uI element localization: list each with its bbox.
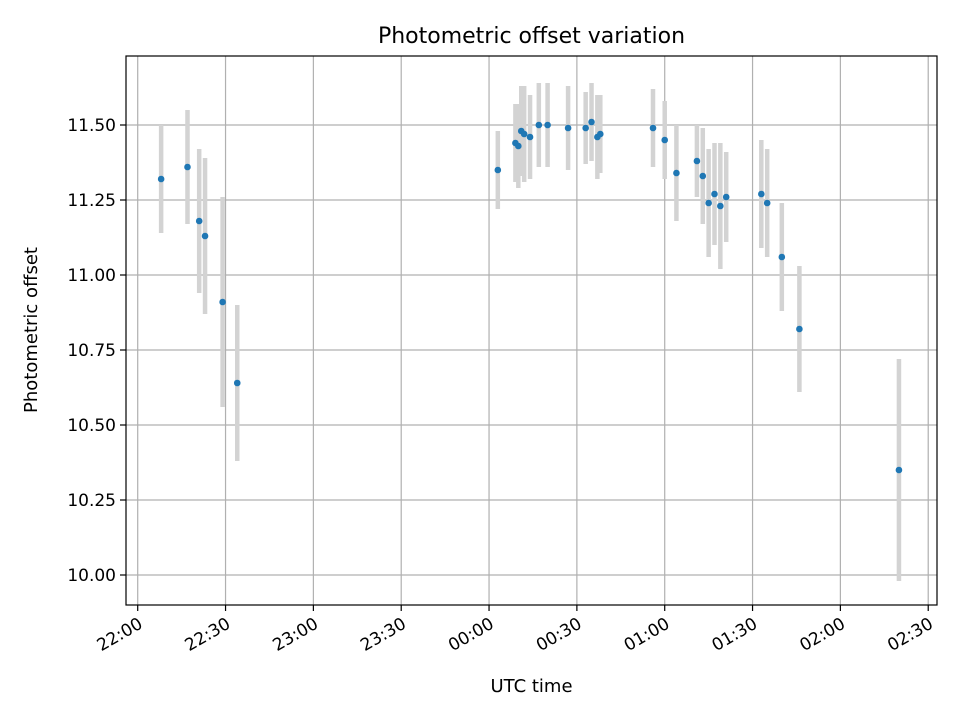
- data-point: [184, 163, 191, 171]
- data-point: [582, 124, 589, 132]
- y-tick-label: 10.75: [67, 341, 116, 361]
- data-point: [494, 166, 502, 174]
- y-tick-label: 10.50: [67, 416, 116, 436]
- data-point: [699, 172, 707, 180]
- y-tick-label: 11.25: [67, 191, 116, 211]
- data-point: [717, 202, 724, 210]
- data-point: [233, 379, 241, 387]
- data-point: [597, 130, 604, 138]
- data-point: [526, 133, 534, 141]
- data-point: [157, 175, 165, 183]
- data-point: [693, 157, 701, 165]
- y-tick-label: 11.00: [67, 266, 116, 286]
- data-point: [722, 193, 730, 201]
- data-point: [711, 190, 718, 198]
- data-point: [201, 232, 209, 240]
- y-axis-label: Photometric offset: [21, 247, 42, 413]
- y-axis-ticks: 10.00 10.25 10.50 10.75 11.00 11.25 11.50: [67, 116, 126, 586]
- plot-frame: [125, 55, 938, 606]
- data-point: [515, 142, 522, 150]
- data-point: [763, 199, 771, 207]
- data-point: [673, 169, 680, 177]
- data-point: [661, 136, 669, 144]
- data-point: [705, 199, 712, 207]
- data-point: [778, 253, 786, 261]
- y-tick-label: 11.50: [67, 116, 116, 136]
- data-point: [195, 217, 203, 225]
- data-point: [895, 466, 903, 474]
- data-point: [588, 118, 595, 126]
- data-point: [758, 190, 765, 198]
- data-point: [649, 124, 657, 132]
- data-point: [520, 130, 528, 138]
- data-point: [796, 325, 803, 333]
- data-point: [564, 124, 572, 132]
- y-tick-label: 10.25: [67, 491, 116, 511]
- chart-title: Photometric offset variation: [378, 24, 685, 49]
- data-points: [157, 118, 903, 474]
- data-point: [219, 298, 226, 306]
- data-point: [544, 121, 551, 129]
- x-axis-label: UTC time: [490, 676, 572, 697]
- y-tick-label: 10.00: [67, 566, 116, 586]
- data-point: [535, 121, 543, 129]
